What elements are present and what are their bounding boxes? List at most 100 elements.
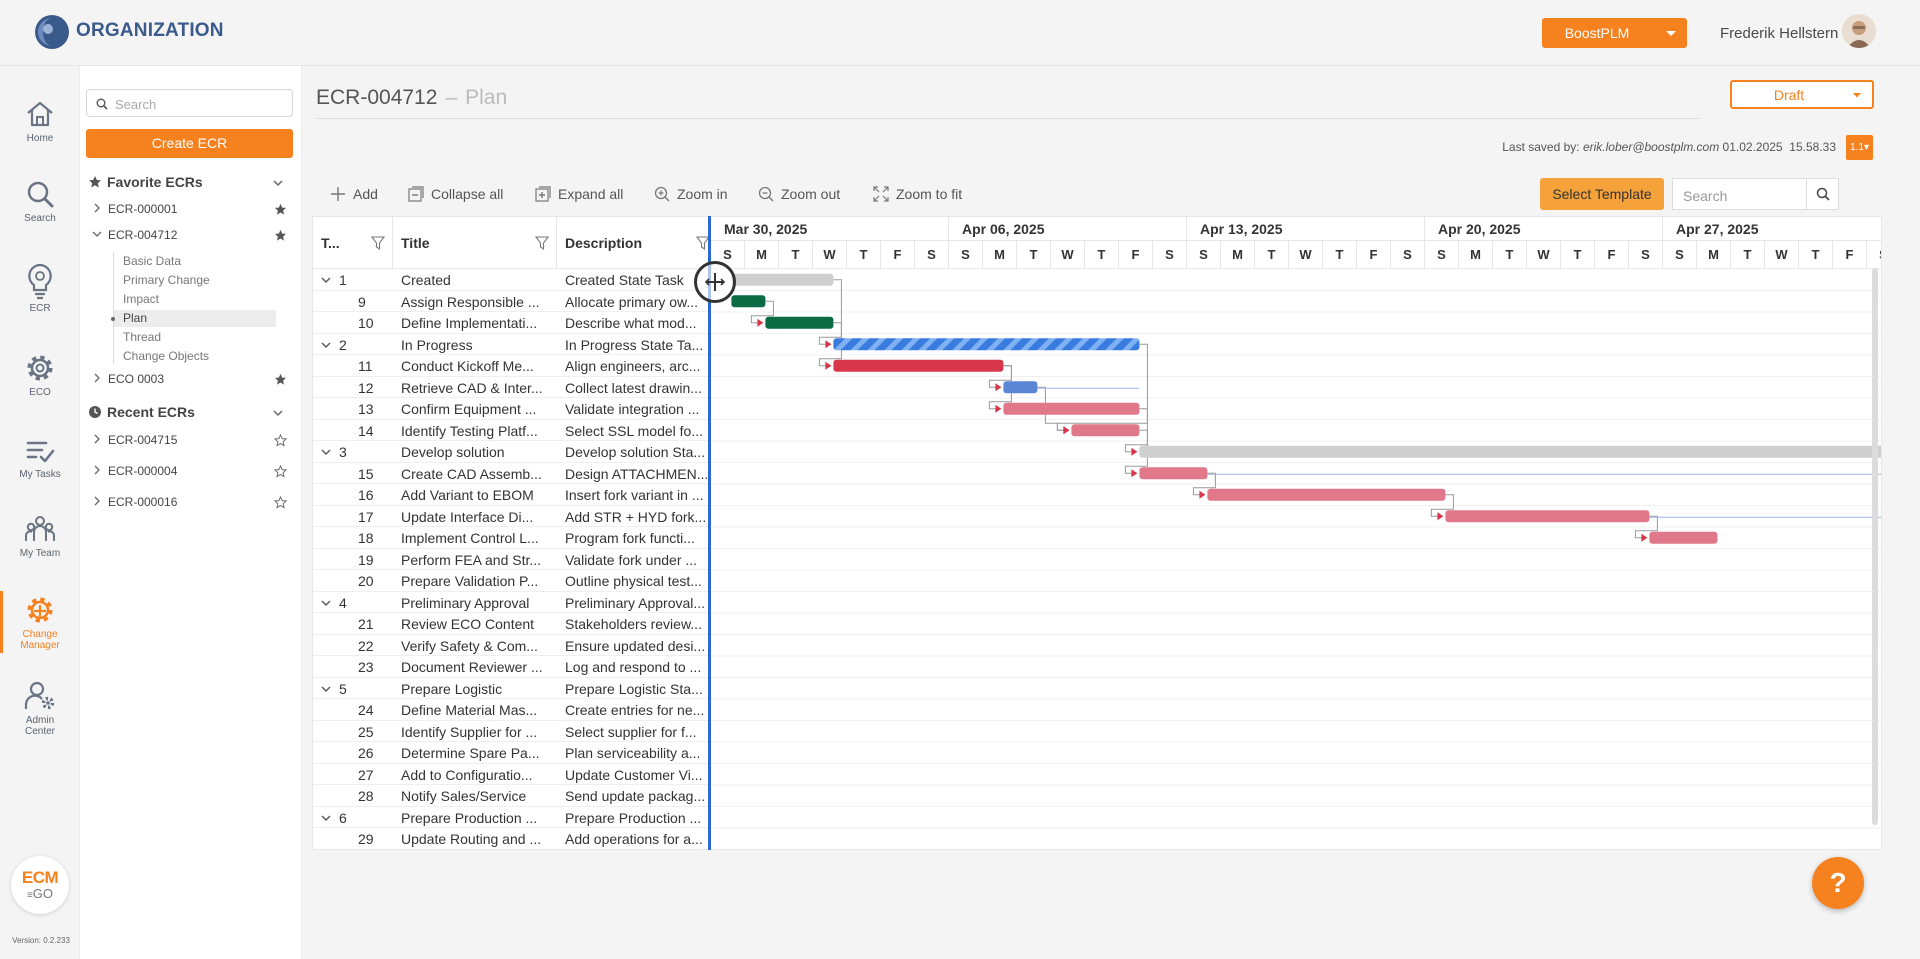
table-row[interactable]: 27 Add to Configuratio... Update Customer … <box>313 764 709 785</box>
tree-item-ecr-000001[interactable]: ECR-000001 <box>92 202 177 216</box>
table-row[interactable]: 9 Assign Responsible ... Allocate primary … <box>313 291 709 312</box>
tree-item-ecr-000004[interactable]: ECR-000004 <box>92 464 177 478</box>
favorites-header[interactable]: Favorite ECRs <box>88 174 203 190</box>
table-row[interactable]: 20 Prepare Validation P... Outline physica… <box>313 570 709 592</box>
task-bar[interactable] <box>1139 445 1882 458</box>
zoom-out-button[interactable]: Zoom out <box>758 186 840 202</box>
splitter-drag-handle[interactable] <box>694 261 736 303</box>
table-row[interactable]: 28 Notify Sales/Service Send update packag… <box>313 785 709 807</box>
nav-item-my-tasks[interactable]: My Tasks <box>0 434 80 480</box>
status-dropdown[interactable]: Draft <box>1730 80 1874 109</box>
sub-item-basic-data[interactable]: Basic Data <box>123 254 182 268</box>
star-outline-icon[interactable] <box>274 465 287 478</box>
table-row[interactable]: 2 In Progress In Progress State Ta... <box>313 334 709 355</box>
tree-item-eco-0003[interactable]: ECO 0003 <box>92 372 164 386</box>
task-bar[interactable] <box>1139 467 1208 480</box>
task-bar[interactable] <box>731 295 766 308</box>
task-bar[interactable] <box>765 316 834 329</box>
grid-chart-splitter[interactable] <box>708 216 711 850</box>
table-row[interactable]: 18 Implement Control L... Program fork fun… <box>313 527 709 549</box>
zoom-in-button[interactable]: Zoom in <box>654 186 728 202</box>
vertical-scrollbar[interactable] <box>1872 268 1878 825</box>
task-bar[interactable] <box>1207 488 1446 501</box>
sub-item-change-objects[interactable]: Change Objects <box>123 349 210 363</box>
chevron-down-icon[interactable] <box>272 407 284 419</box>
task-bar[interactable] <box>1071 424 1140 437</box>
table-row[interactable]: 11 Conduct Kickoff Me... Align engineers, … <box>313 355 709 377</box>
nav-item-change-manager[interactable]: Change Manager <box>0 594 80 651</box>
task-bar[interactable] <box>1003 402 1140 415</box>
table-row[interactable]: 25 Identify Supplier for ... Select suppli… <box>313 721 709 742</box>
table-row[interactable]: 16 Add Variant to EBOM Insert fork variant… <box>313 484 709 506</box>
table-row[interactable]: 6 Prepare Production ... Prepare Productio… <box>313 807 709 828</box>
task-bar[interactable] <box>1649 531 1718 544</box>
task-bar[interactable] <box>1003 381 1038 394</box>
nav-item-admin-center[interactable]: Admin Center <box>0 680 80 737</box>
add-button[interactable]: Add <box>330 186 378 202</box>
nav-item-eco[interactable]: ECO <box>0 352 80 398</box>
table-row[interactable]: 5 Prepare Logistic Prepare Logistic Sta... <box>313 678 709 699</box>
task-bar[interactable] <box>833 338 1140 351</box>
table-row[interactable]: 15 Create CAD Assemb... Design ATTACHMEN..… <box>313 463 709 484</box>
recent-header[interactable]: Recent ECRs <box>88 404 195 420</box>
table-row[interactable]: 13 Confirm Equipment ... Validate integrat… <box>313 398 709 420</box>
table-row[interactable]: 29 Update Routing and ... Add operations f… <box>313 828 709 849</box>
table-row[interactable]: 19 Perform FEA and Str... Validate fork un… <box>313 549 709 570</box>
expand-all-button[interactable]: Expand all <box>535 186 623 202</box>
sub-item-primary-change[interactable]: Primary Change <box>123 273 210 287</box>
star-filled-icon[interactable] <box>274 229 287 242</box>
star-outline-icon[interactable] <box>274 496 287 509</box>
create-ecr-button[interactable]: Create ECR <box>86 129 293 158</box>
table-row[interactable]: 4 Preliminary Approval Preliminary Approva… <box>313 592 709 613</box>
gantt-search-input[interactable]: Search <box>1672 178 1839 210</box>
chevron-down-icon[interactable] <box>321 340 331 350</box>
avatar[interactable] <box>1842 14 1876 48</box>
chevron-down-icon[interactable] <box>321 447 331 457</box>
chevron-down-icon[interactable] <box>321 275 331 285</box>
column-header-description[interactable]: Description <box>557 217 709 269</box>
table-row[interactable]: 21 Review ECO Content Stakeholders review.… <box>313 613 709 635</box>
table-row[interactable]: 14 Identify Testing Platf... Select SSL mo… <box>313 420 709 441</box>
nav-item-ecr[interactable]: ECR <box>0 262 80 314</box>
table-row[interactable]: 24 Define Material Mas... Create entries f… <box>313 699 709 721</box>
nav-item-search[interactable]: Search <box>0 178 80 224</box>
filter-icon[interactable] <box>371 236 385 250</box>
sub-item-plan[interactable]: Plan <box>111 310 276 327</box>
table-row[interactable]: 12 Retrieve CAD & Inter... Collect latest … <box>313 377 709 398</box>
tree-item-ecr-004712[interactable]: ECR-004712 <box>92 228 177 242</box>
table-row[interactable]: 3 Develop solution Develop solution Sta... <box>313 441 709 463</box>
filter-icon[interactable] <box>535 236 549 250</box>
task-bar[interactable] <box>1445 510 1650 523</box>
chevron-down-icon[interactable] <box>321 813 331 823</box>
tree-item-ecr-000016[interactable]: ECR-000016 <box>92 495 177 509</box>
star-filled-icon[interactable] <box>274 203 287 216</box>
chevron-down-icon[interactable] <box>321 684 331 694</box>
help-button[interactable]: ? <box>1812 857 1864 909</box>
task-bar[interactable] <box>833 359 1004 372</box>
chevron-down-icon[interactable] <box>272 177 284 189</box>
search-icon[interactable] <box>1806 179 1838 209</box>
star-filled-icon[interactable] <box>274 373 287 386</box>
task-bar[interactable] <box>731 273 834 286</box>
star-outline-icon[interactable] <box>274 434 287 447</box>
chevron-down-icon[interactable] <box>321 598 331 608</box>
nav-item-home[interactable]: Home <box>0 98 80 144</box>
nav-item-my-team[interactable]: My Team <box>0 513 80 559</box>
table-row[interactable]: 1 Created Created State Task <box>313 269 709 291</box>
filter-icon[interactable] <box>696 236 709 250</box>
column-header-title[interactable]: Title <box>393 217 557 269</box>
table-row[interactable]: 23 Document Reviewer ... Log and respond t… <box>313 656 709 678</box>
table-row[interactable]: 22 Verify Safety & Com... Ensure updated d… <box>313 635 709 656</box>
collapse-all-button[interactable]: Collapse all <box>408 186 503 202</box>
tree-item-ecr-004715[interactable]: ECR-004715 <box>92 433 177 447</box>
select-template-button[interactable]: Select Template <box>1540 178 1664 210</box>
version-badge[interactable]: 1.1▾ <box>1846 135 1873 160</box>
user-name[interactable]: Frederik Hellstern <box>1720 25 1839 42</box>
sub-item-thread[interactable]: Thread <box>123 330 162 344</box>
table-row[interactable]: 26 Determine Spare Pa... Plan serviceabili… <box>313 742 709 764</box>
column-header-type[interactable]: T... <box>313 217 393 269</box>
sidebar-search-input[interactable]: Search <box>86 89 293 117</box>
table-row[interactable]: 10 Define Implementati... Describe what mo… <box>313 312 709 334</box>
sub-item-impact[interactable]: Impact <box>123 292 160 306</box>
table-row[interactable]: 17 Update Interface Di... Add STR + HYD fo… <box>313 506 709 527</box>
